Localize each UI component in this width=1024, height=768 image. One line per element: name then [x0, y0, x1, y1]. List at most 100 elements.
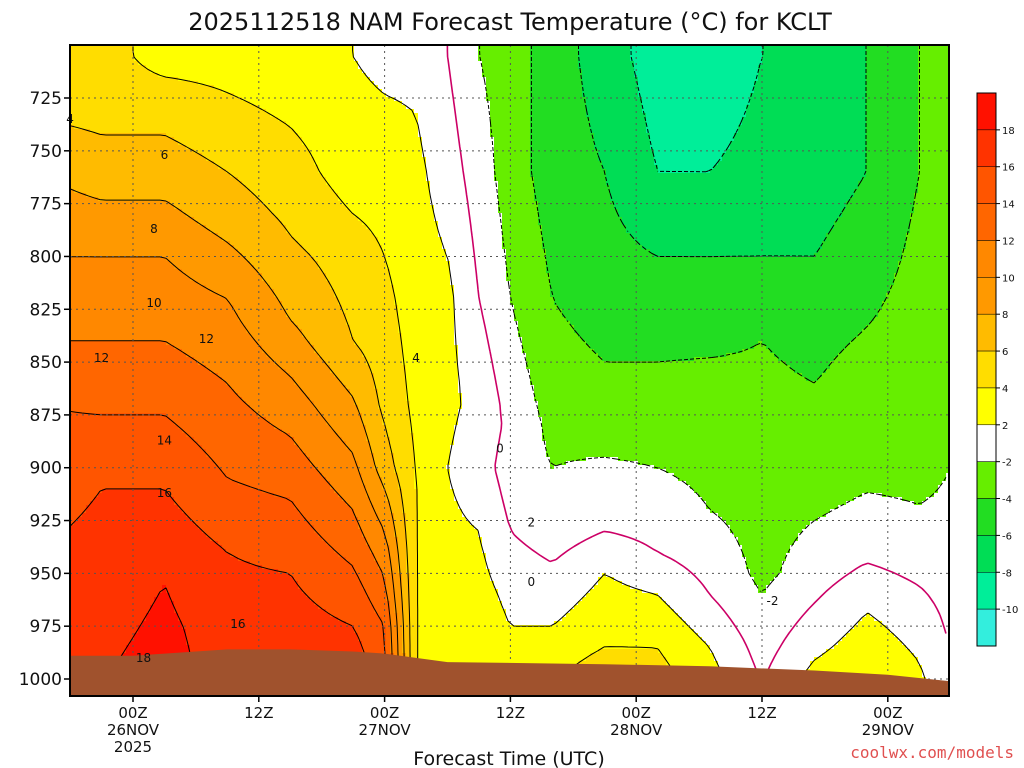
field-cell [118, 461, 122, 465]
field-cell [142, 117, 146, 121]
field-cell [102, 641, 106, 645]
field-cell [158, 209, 162, 213]
field-cell [74, 629, 78, 633]
field-cell [90, 401, 94, 405]
field-cell [182, 177, 186, 181]
field-cell [74, 397, 78, 401]
field-cell [166, 85, 170, 89]
field-cell [174, 169, 178, 173]
field-cell [82, 153, 86, 157]
field-cell [162, 85, 166, 89]
field-cell [110, 561, 114, 565]
field-cell [86, 53, 90, 57]
field-cell [82, 477, 86, 481]
field-cell [90, 245, 94, 249]
field-cell [154, 65, 158, 69]
field-cell [138, 313, 142, 317]
field-cell [126, 525, 130, 529]
field-cell [74, 145, 78, 149]
field-cell [74, 53, 78, 57]
field-cell [94, 181, 98, 185]
field-cell [78, 241, 82, 245]
field-cell [146, 529, 150, 533]
field-cell [154, 505, 158, 509]
field-cell [146, 257, 150, 261]
field-cell [174, 533, 178, 537]
field-cell [126, 57, 130, 61]
field-cell [178, 385, 182, 389]
field-cell [190, 301, 194, 305]
field-cell [186, 65, 190, 69]
field-cell [122, 165, 126, 169]
field-cell [98, 469, 102, 473]
field-cell [174, 629, 178, 633]
field-cell [114, 349, 118, 353]
field-cell [122, 409, 126, 413]
field-cell [158, 601, 162, 605]
field-cell [154, 569, 158, 573]
field-cell [182, 113, 186, 117]
field-cell [74, 229, 78, 233]
field-cell [102, 117, 106, 121]
field-cell [138, 429, 142, 433]
field-cell [174, 349, 178, 353]
field-cell [138, 81, 142, 85]
field-cell [138, 641, 142, 645]
field-cell [142, 217, 146, 221]
field-cell [102, 445, 106, 449]
field-cell [74, 549, 78, 553]
field-cell [102, 121, 106, 125]
field-cell [106, 365, 110, 369]
field-cell [134, 497, 138, 501]
field-cell [170, 277, 174, 281]
field-cell [174, 269, 178, 273]
field-cell [162, 49, 166, 53]
field-cell [82, 589, 86, 593]
field-cell [86, 525, 90, 529]
field-cell [178, 237, 182, 241]
field-cell [82, 293, 86, 297]
field-cell [130, 593, 134, 597]
field-cell [158, 409, 162, 413]
field-cell [78, 169, 82, 173]
field-cell [90, 77, 94, 81]
field-cell [158, 189, 162, 193]
field-cell [142, 397, 146, 401]
field-cell [186, 549, 190, 553]
field-cell [74, 553, 78, 557]
field-cell [154, 549, 158, 553]
field-cell [138, 629, 142, 633]
field-cell [154, 57, 158, 61]
field-cell [118, 185, 122, 189]
field-cell [142, 561, 146, 565]
field-cell [86, 489, 90, 493]
field-cell [146, 385, 150, 389]
field-cell [126, 405, 130, 409]
field-cell [114, 293, 118, 297]
field-cell [178, 73, 182, 77]
field-cell [182, 549, 186, 553]
field-cell [134, 581, 138, 585]
field-cell [122, 645, 126, 649]
field-cell [82, 533, 86, 537]
field-cell [182, 401, 186, 405]
field-cell [178, 153, 182, 157]
field-cell [158, 233, 162, 237]
field-cell [78, 277, 82, 281]
field-cell [78, 541, 82, 545]
field-cell [178, 597, 182, 601]
field-cell [106, 469, 110, 473]
field-cell [166, 89, 170, 93]
field-cell [158, 193, 162, 197]
field-cell [174, 585, 178, 589]
field-cell [82, 333, 86, 337]
field-cell [86, 469, 90, 473]
field-cell [90, 217, 94, 221]
field-cell [90, 133, 94, 137]
field-cell [86, 93, 90, 97]
field-cell [162, 609, 166, 613]
field-cell [158, 225, 162, 229]
field-cell [94, 637, 98, 641]
field-cell [90, 281, 94, 285]
field-cell [118, 477, 122, 481]
